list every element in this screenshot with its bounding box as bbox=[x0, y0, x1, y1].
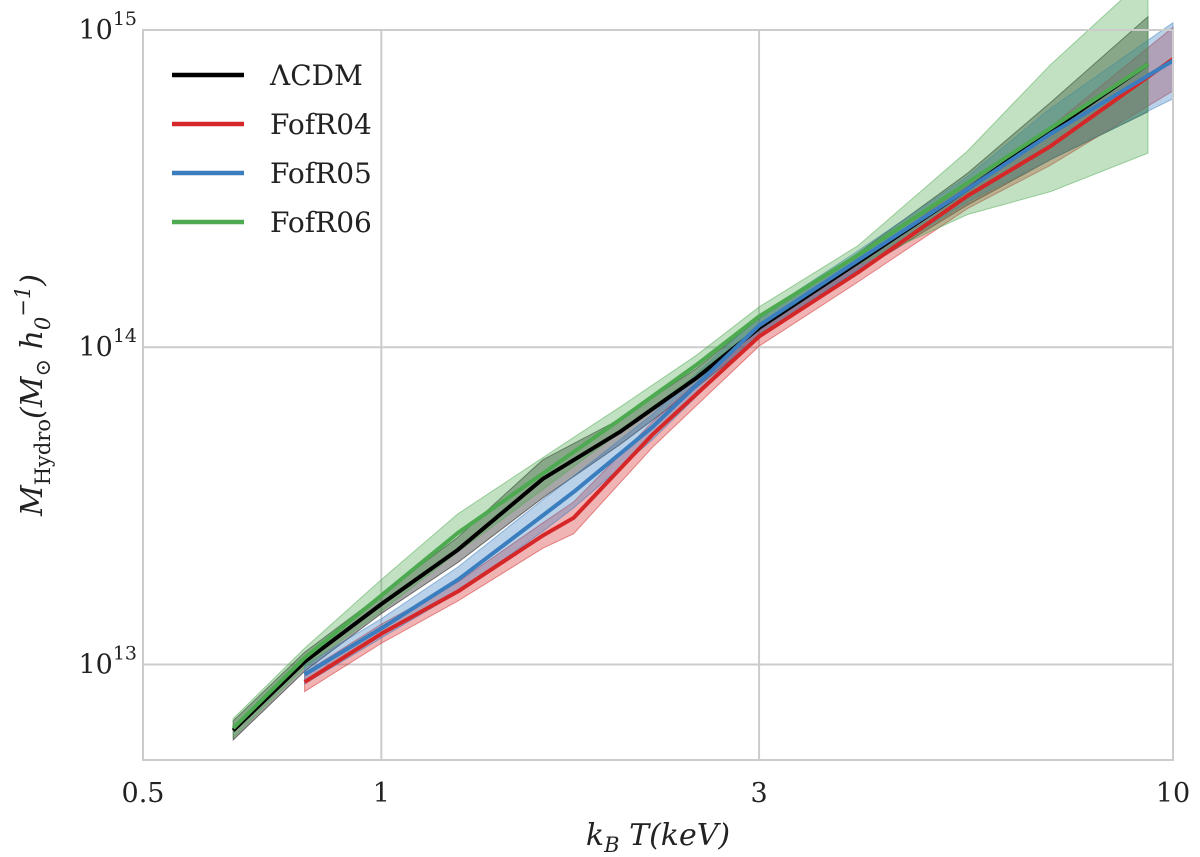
legend-label: FofR06 bbox=[270, 206, 372, 239]
x-tick-label: 0.5 bbox=[122, 778, 165, 809]
line-fofr04 bbox=[303, 57, 1175, 684]
y-tick-label: 1013 bbox=[78, 642, 137, 680]
line-fofr05 bbox=[303, 58, 1175, 677]
x-tick-label: 10 bbox=[1156, 778, 1190, 809]
y-axis-title: MHydro(M⊙ h0−1) bbox=[11, 274, 55, 517]
y-tick-label: 1014 bbox=[78, 325, 137, 363]
legend-label: FofR04 bbox=[270, 108, 372, 141]
plot-background bbox=[143, 30, 1173, 760]
plot-frame bbox=[142, 29, 1174, 761]
x-tick-label: 3 bbox=[750, 778, 767, 809]
y-axis-title-text: MHydro(M⊙ h0−1) bbox=[11, 274, 55, 517]
y-tick-label: 1015 bbox=[78, 8, 137, 46]
legend-label: FofR05 bbox=[270, 157, 372, 190]
x-axis-title-text: kB T(keV) bbox=[586, 818, 730, 857]
series-lines bbox=[231, 57, 1175, 732]
legend-label: ΛCDM bbox=[269, 59, 363, 92]
legend: ΛCDM FofR04 FofR05 FofR06 bbox=[172, 59, 372, 239]
line-fofr06 bbox=[231, 62, 1150, 730]
x-tick-labels: 0.5 1 3 10 bbox=[122, 778, 1191, 809]
y-tick-labels: 1013 1014 1015 bbox=[78, 8, 137, 680]
x-axis-title: kB T(keV) bbox=[586, 818, 730, 857]
x-tick-label: 1 bbox=[373, 778, 390, 809]
